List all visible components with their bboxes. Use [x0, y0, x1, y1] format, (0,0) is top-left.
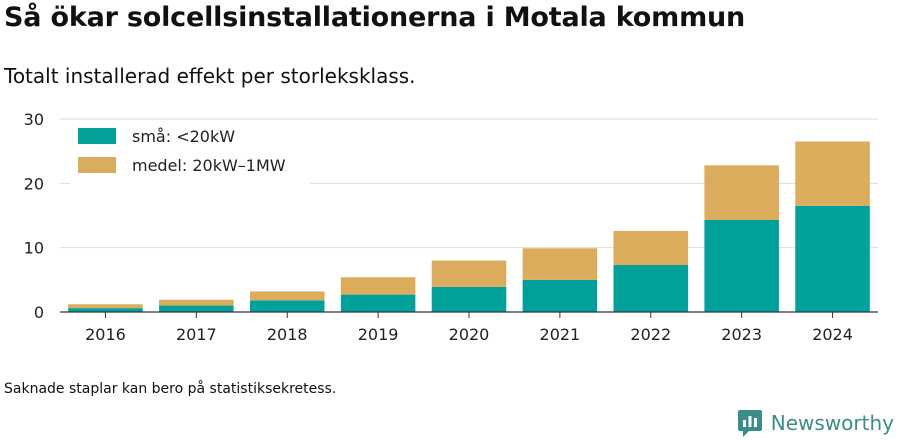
bars: [68, 141, 870, 312]
bar-segment: [795, 141, 870, 206]
bar-segment: [340, 294, 416, 312]
brand-name: Newsworthy: [770, 411, 894, 435]
bar-segment: [613, 230, 689, 266]
bar-segment: [795, 205, 870, 312]
bar-segment: [249, 291, 325, 301]
legend: små: <20kW medel: 20kW–1MW: [70, 120, 310, 188]
x-tick-label: 2024: [812, 325, 853, 344]
bar-segment: [522, 279, 598, 312]
x-tick-label: 2021: [540, 325, 581, 344]
x-axis: 2016 2017 2018 2019 2020 2021 2022 2023 2024: [60, 311, 878, 344]
bar-segment: [431, 286, 507, 312]
bar-segment: [340, 277, 416, 295]
bar-segment: [159, 299, 234, 306]
newsworthy-logo-icon: [737, 410, 762, 437]
bar-segment: [431, 260, 507, 287]
bar-segment: [704, 165, 779, 221]
legend-swatch: [78, 157, 116, 173]
bar-segment: [68, 304, 143, 309]
bar-segment: [522, 248, 598, 280]
chart-subtitle: Totalt installerad effekt per storlekskl…: [4, 64, 416, 88]
legend-label: medel: 20kW–1MW: [132, 156, 286, 175]
x-tick-label: 2023: [721, 325, 762, 344]
brand[interactable]: Newsworthy: [737, 406, 894, 440]
x-tick-label: 2019: [358, 325, 399, 344]
bar-segment: [704, 220, 779, 312]
x-tick-label: 2018: [267, 325, 308, 344]
y-tick-label: 0: [34, 303, 44, 322]
legend-label: små: <20kW: [132, 127, 235, 146]
y-tick-label: 20: [24, 174, 44, 193]
chart-title: Så ökar solcellsinstallationerna i Motal…: [4, 2, 746, 33]
bar-segment: [68, 308, 143, 312]
legend-swatch: [78, 128, 116, 144]
bar-segment: [613, 265, 689, 312]
bar-segment: [159, 305, 234, 312]
x-tick-label: 2016: [85, 325, 126, 344]
y-tick-label: 10: [24, 239, 44, 258]
x-tick-label: 2022: [630, 325, 671, 344]
footnote: Saknade staplar kan bero på statistiksek…: [4, 381, 337, 397]
x-tick-label: 2020: [449, 325, 490, 344]
y-tick-label: 30: [24, 110, 44, 129]
x-tick-label: 2017: [176, 325, 217, 344]
stacked-bar-chart: 0 10 20 30 2016 2017 2018 2019 2020 2021 2022 2023…: [24, 110, 878, 344]
y-axis: 0 10 20 30: [24, 110, 44, 322]
bar-segment: [249, 300, 325, 312]
